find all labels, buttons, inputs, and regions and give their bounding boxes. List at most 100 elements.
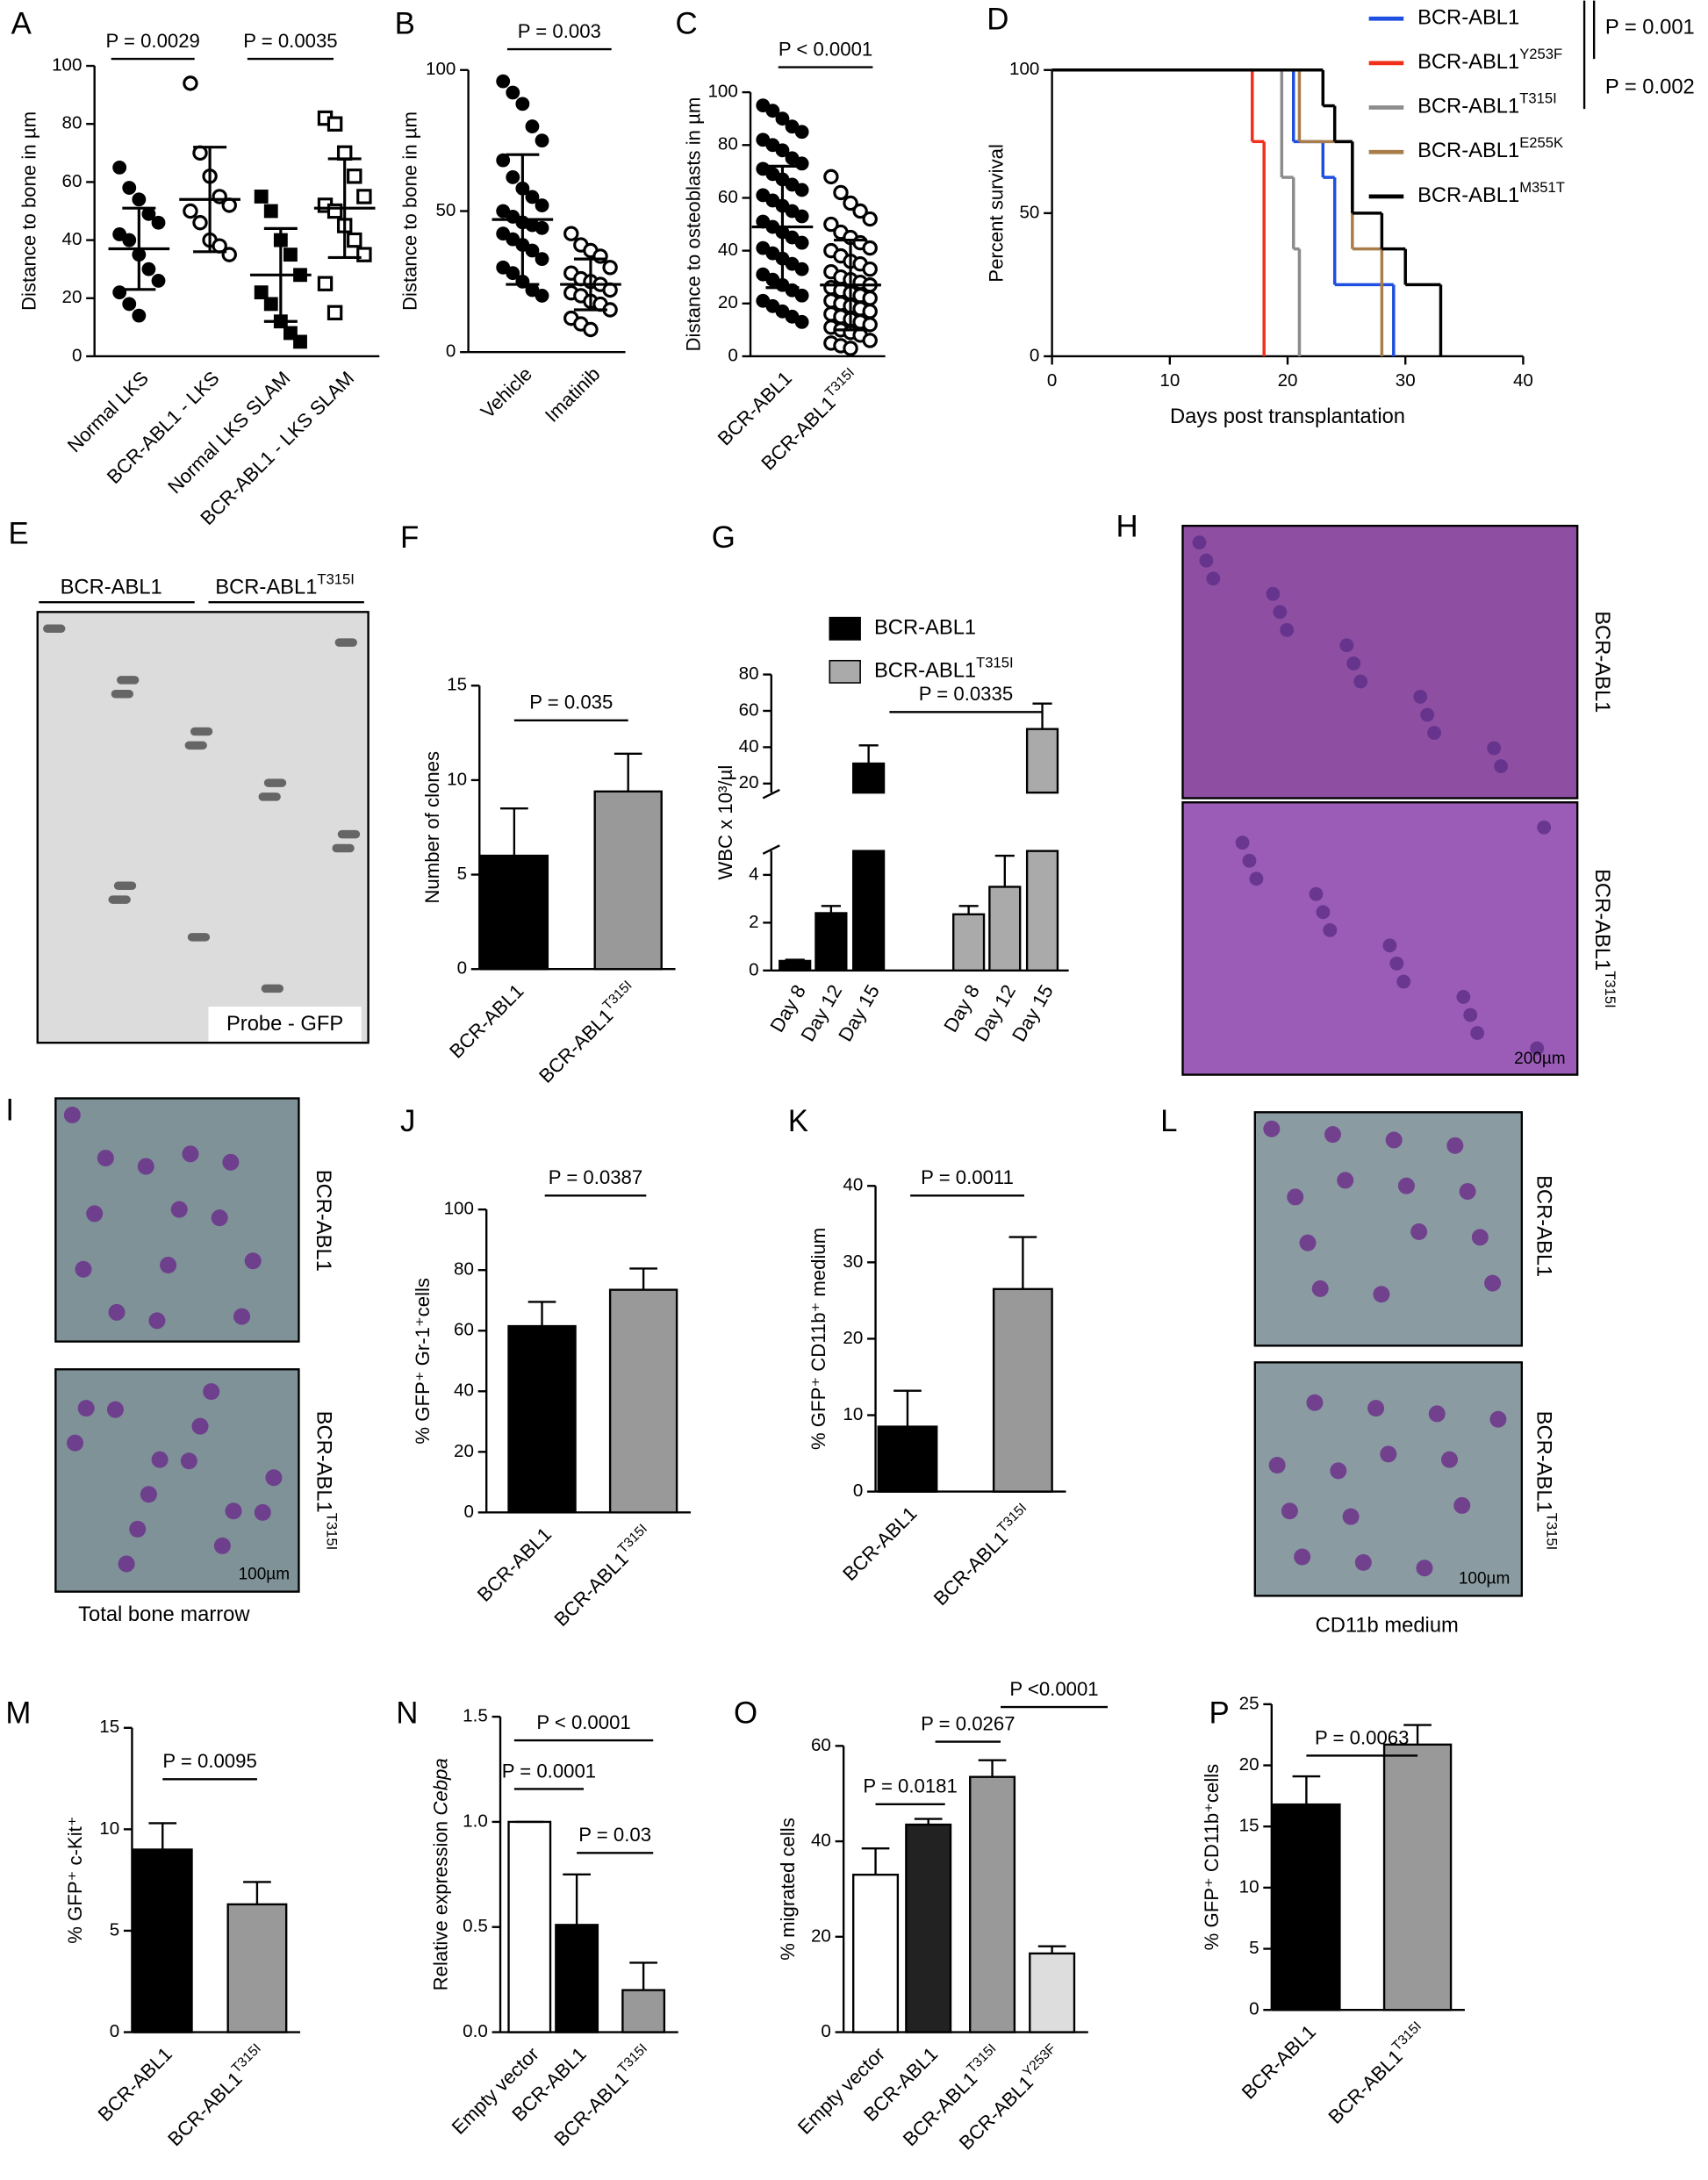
band	[334, 638, 357, 647]
panel-letter: D	[987, 3, 1008, 37]
text-part: T315I	[822, 365, 858, 400]
cell	[1456, 989, 1471, 1004]
legend-label: BCR-ABL1	[1417, 5, 1519, 29]
p-value: P = 0.0181	[863, 1775, 957, 1797]
bar	[852, 1873, 900, 2033]
data-point	[563, 226, 579, 241]
cell	[170, 1201, 188, 1218]
cell	[1242, 853, 1257, 868]
band	[187, 933, 211, 942]
image-label: BCR-ABL1	[61, 576, 162, 599]
y-tick-label: 5	[110, 1919, 119, 1940]
cell	[1367, 1400, 1385, 1417]
data-point	[794, 288, 809, 303]
text-part: BCR-ABL1	[1417, 95, 1519, 118]
band	[337, 829, 361, 839]
x-tick-label: 40	[1513, 370, 1533, 391]
data-point	[506, 266, 520, 281]
cell	[254, 1503, 271, 1521]
cell	[1235, 835, 1250, 850]
y-tick-label: 40	[454, 1380, 474, 1401]
cell	[1410, 1223, 1428, 1241]
axis-break	[762, 844, 780, 855]
data-point	[347, 232, 362, 248]
y-tick-label: 4	[749, 864, 758, 884]
y-tick-label: 0	[463, 1502, 473, 1522]
y-tick-label: 80	[739, 663, 759, 684]
x-tick-label: Vehicle	[477, 362, 536, 422]
cell	[1263, 1120, 1281, 1137]
cell	[1273, 605, 1288, 620]
cell	[129, 1520, 147, 1538]
y-tick-label: 25	[1239, 1693, 1259, 1713]
y-tick-label: 20	[718, 292, 738, 312]
data-point	[347, 169, 362, 184]
x-tick-label: BCR-ABL1T315I	[548, 1521, 657, 1631]
band	[117, 676, 140, 685]
p-value: P < 0.0001	[779, 38, 872, 60]
cell	[1373, 1286, 1390, 1303]
bar	[593, 790, 663, 971]
panel-letter: P	[1209, 1696, 1230, 1731]
image-label: 100µm	[1459, 1569, 1510, 1588]
x-tick-label: 30	[1396, 370, 1416, 391]
data-point	[506, 85, 520, 100]
p-value: P = 0.0063	[1315, 1726, 1409, 1748]
p-value: P <0.0001	[1009, 1678, 1098, 1700]
data-point	[254, 190, 269, 204]
cell	[1330, 1462, 1347, 1480]
p-value: P = 0.0267	[921, 1712, 1015, 1734]
micrograph	[1181, 801, 1579, 1076]
x-tick-label: BCR-ABL1T315I	[927, 1500, 1037, 1610]
data-point	[151, 274, 166, 288]
cell	[106, 1401, 124, 1418]
cell	[213, 1537, 231, 1554]
cell	[182, 1145, 199, 1163]
panel-letter: L	[1160, 1104, 1177, 1138]
bar	[877, 1425, 938, 1493]
x-tick-label: BCR-ABL1T315I	[161, 2040, 271, 2150]
data-point	[852, 203, 868, 219]
data-point	[506, 170, 520, 184]
cell	[1323, 922, 1338, 937]
p-value: P = 0.003	[518, 20, 601, 42]
cell	[1280, 622, 1295, 637]
cell	[1427, 726, 1441, 740]
text-part: BCR-ABL1	[1590, 869, 1614, 971]
data-point	[112, 285, 127, 300]
band	[261, 984, 284, 993]
y-axis-label: % GFP⁺ c-Kit⁺	[64, 1817, 86, 1944]
data-point	[535, 198, 549, 212]
panel-letter: O	[734, 1696, 757, 1731]
cell	[1440, 1451, 1458, 1468]
data-point	[496, 153, 511, 168]
cell	[1294, 1548, 1311, 1566]
band	[43, 624, 66, 634]
bar	[988, 886, 1022, 972]
data-point	[862, 333, 878, 348]
data-point	[794, 314, 809, 329]
y-tick-label: 100	[52, 54, 82, 75]
data-point	[775, 143, 790, 158]
p-value: P = 0.0335	[919, 683, 1013, 705]
panel-letter: M	[5, 1696, 31, 1731]
text-part: Y253F	[1519, 46, 1562, 62]
data-point	[794, 235, 809, 250]
bar	[1382, 1743, 1453, 2011]
data-point	[794, 262, 809, 276]
image-label: 200µm	[1514, 1050, 1565, 1068]
y-tick-label: 60	[739, 699, 759, 720]
image-label: BCR-ABL1T315I	[215, 570, 355, 599]
image-label: CD11b medium	[1316, 1613, 1459, 1637]
p-value: P = 0.03	[578, 1824, 651, 1846]
cell	[225, 1502, 242, 1520]
bar	[132, 1848, 193, 2033]
panel-letter: H	[1116, 510, 1137, 544]
bar	[555, 1924, 599, 2033]
text-part: T315I	[1602, 971, 1618, 1008]
cell	[1206, 571, 1221, 586]
y-tick-label: 10	[99, 1818, 119, 1839]
micrograph	[1253, 1111, 1524, 1347]
band	[332, 843, 355, 853]
y-tick-label: 15	[99, 1717, 119, 1737]
